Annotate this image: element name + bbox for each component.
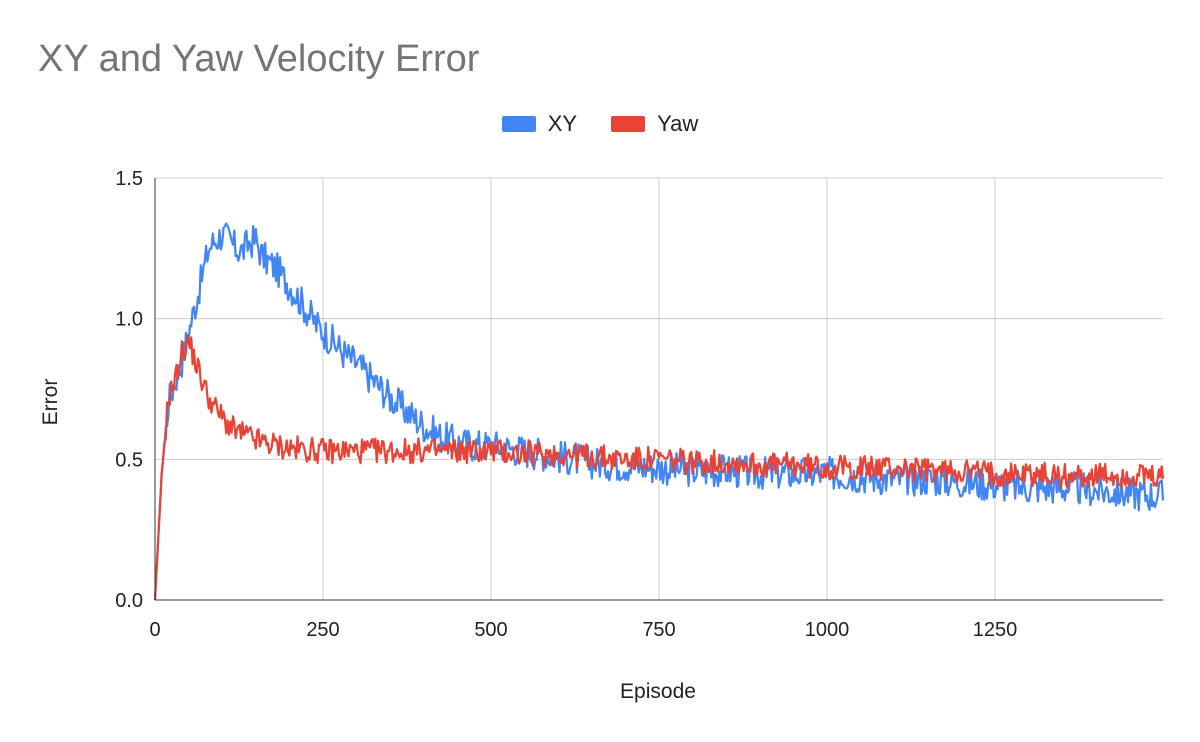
x-axis-title: Episode [620,680,696,703]
x-tick-label: 1250 [973,619,1018,641]
y-tick-label: 0.0 [115,590,143,612]
legend-swatch-xy [501,116,536,132]
series-layer [153,222,1165,601]
x-tick-label: 500 [474,619,507,641]
y-tick-label: 1.0 [115,309,143,331]
legend-item-xy[interactable]: XY [501,111,578,137]
y-axis-title: Error [39,379,62,426]
x-tick-label: 750 [642,619,675,641]
legend-item-yaw[interactable]: Yaw [611,111,698,137]
series-line-xy [153,222,1165,601]
axis-layer: 0.0 0.5 1.0 1.5 0 250 500 750 1000 1250 [115,168,1163,641]
series-line-yaw [153,333,1165,601]
grid-layer [154,177,1163,601]
legend-swatch-yaw [611,116,646,132]
x-tick-label: 250 [306,619,339,641]
x-tick-label: 1000 [805,619,850,641]
legend-label-yaw: Yaw [657,111,699,136]
chart-title: XY and Yaw Velocity Error [38,38,480,80]
y-tick-label: 0.5 [115,449,143,471]
x-tick-label: 0 [149,619,160,641]
legend: XY Yaw [0,111,1200,137]
legend-label-xy: XY [547,111,578,136]
y-tick-label: 1.5 [115,168,143,190]
